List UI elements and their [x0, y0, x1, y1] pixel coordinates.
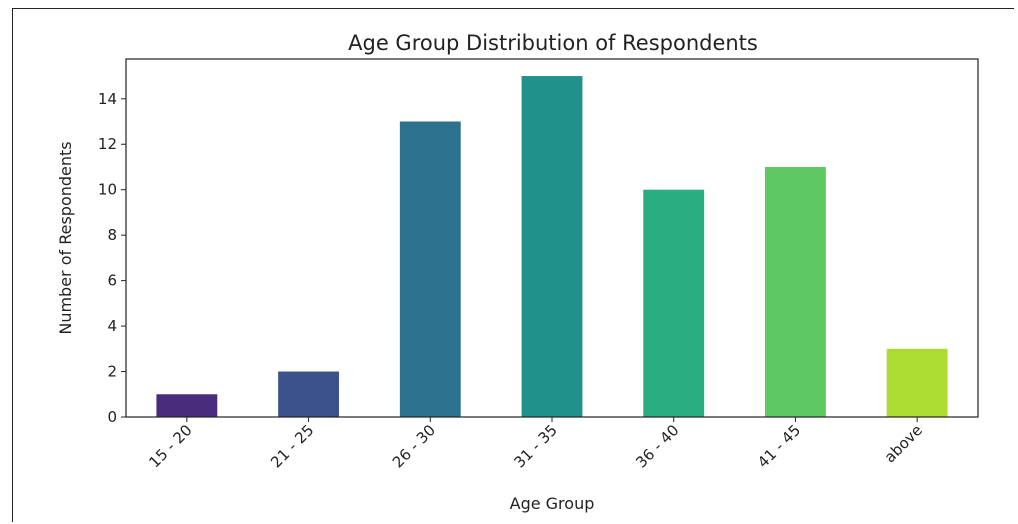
x-tick-label: above [881, 421, 926, 466]
bar-2 [399, 121, 461, 417]
y-tick-label: 8 [107, 226, 117, 244]
bar-4 [643, 189, 705, 417]
x-tick-label: 41 - 45 [754, 421, 804, 471]
screenshot-frame [12, 8, 1014, 522]
y-tick-label: 0 [107, 408, 117, 426]
bar-0 [156, 394, 218, 417]
bar-6 [886, 348, 948, 417]
y-tick-label: 6 [107, 272, 117, 290]
x-tick-label: 36 - 40 [632, 421, 682, 471]
y-tick-label: 12 [98, 135, 117, 153]
x-tick-label: 21 - 25 [267, 421, 317, 471]
y-tick-label: 10 [98, 181, 117, 199]
y-tick-label: 4 [107, 317, 117, 335]
x-tick-label: 26 - 30 [389, 421, 439, 471]
x-axis-label: Age Group [510, 494, 595, 513]
x-tick-label: 31 - 35 [511, 421, 561, 471]
bar-5 [765, 166, 826, 417]
x-tick-label: 15 - 20 [145, 421, 195, 471]
plot-area [125, 58, 979, 418]
bar-3 [521, 76, 583, 418]
y-tick-label: 14 [98, 90, 117, 108]
y-tick-label: 2 [107, 363, 117, 381]
chart-title: Age Group Distribution of Respondents [348, 31, 758, 55]
bar-1 [278, 371, 339, 417]
y-axis-label: Number of Respondents [56, 141, 75, 334]
